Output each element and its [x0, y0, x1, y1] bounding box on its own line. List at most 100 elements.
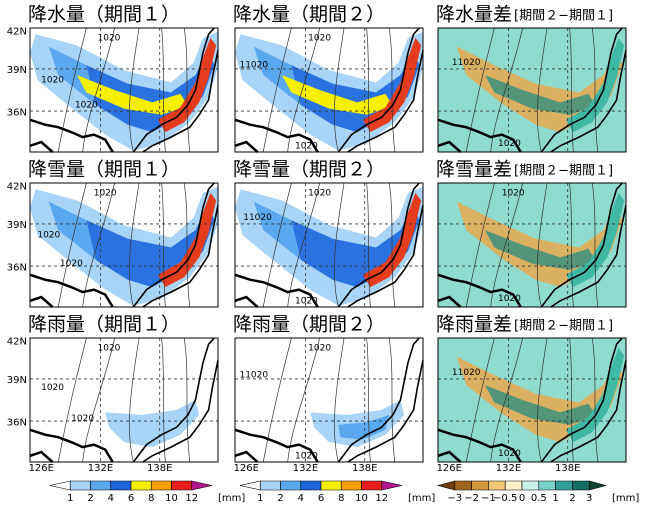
- isobar: [58, 28, 86, 152]
- colorbar-tick-label: 3: [586, 493, 592, 504]
- contour-label: 1020: [295, 141, 318, 151]
- coastline: [235, 430, 318, 462]
- map-frame: [235, 338, 423, 462]
- coastline: [133, 338, 218, 462]
- coastline: [338, 183, 423, 307]
- colorbar-tick-label: 2: [87, 493, 93, 504]
- increase-area: [485, 230, 596, 270]
- contour-label: 1020: [41, 76, 64, 86]
- contour-label: 1020: [60, 259, 83, 269]
- lon-label: 126E: [29, 463, 54, 474]
- colorbar-swatch: [521, 480, 540, 491]
- map-frame: [235, 28, 423, 152]
- isobar: [491, 28, 523, 152]
- isobar: [184, 338, 190, 462]
- contour-label: 1020: [498, 449, 521, 459]
- contour-label: 1020: [502, 188, 525, 198]
- coastline: [541, 183, 626, 307]
- map: [235, 338, 423, 462]
- colorbar-swatch: [538, 480, 556, 491]
- colorbar-swatch: [454, 480, 472, 491]
- isobar: [367, 28, 371, 152]
- colorbar-swatch: [150, 480, 172, 491]
- increase-area: [485, 75, 596, 115]
- panel-title: 降雪量（期間１）: [28, 159, 180, 181]
- isobar: [58, 183, 86, 307]
- isobar: [389, 338, 395, 462]
- lon-label: 132E: [293, 463, 318, 474]
- map: [30, 183, 218, 307]
- colorbar-swatch: [488, 480, 506, 491]
- panel-title: 降雨量（期間２）: [233, 314, 385, 336]
- map-background: [30, 338, 218, 462]
- colorbar-tick-label: 10: [165, 493, 178, 504]
- colorbar-tick-label: 0: [519, 493, 525, 504]
- colorbar-unit: [mm]: [612, 493, 639, 504]
- contour-label: 1020: [308, 343, 331, 353]
- colorbar-unit: [mm]: [218, 493, 245, 504]
- increase-area: [485, 385, 596, 425]
- isobar: [129, 28, 139, 152]
- isobar: [334, 338, 344, 462]
- contour-label: 11020: [243, 213, 272, 223]
- map-background: [235, 338, 423, 462]
- lon-label: 138E: [555, 463, 580, 474]
- coastline: [30, 275, 113, 307]
- colorbar-tick-label: 8: [338, 493, 344, 504]
- colorbar-tick-label: 12: [375, 493, 388, 504]
- colorbar-tick-label: 6: [128, 493, 134, 504]
- isobar: [184, 183, 190, 307]
- coastline: [438, 275, 521, 307]
- contour-label: 1020: [37, 231, 60, 241]
- lat-label: 42N: [7, 27, 27, 38]
- map-frame: [235, 183, 423, 307]
- panel-title: 降水量（期間１）: [28, 4, 180, 26]
- precip-area: [77, 75, 188, 115]
- isobar: [592, 338, 598, 462]
- colorbar-swatch: [504, 480, 523, 491]
- lon-label: 132E: [88, 463, 113, 474]
- isobar: [288, 183, 320, 307]
- contour-label: 1020: [295, 296, 318, 306]
- colorbar-swatch: [110, 480, 132, 491]
- isobar: [162, 183, 166, 307]
- isobar: [162, 338, 166, 462]
- isobar: [129, 338, 139, 462]
- isobar: [466, 338, 494, 462]
- map: [30, 338, 218, 462]
- colorbar-tick-label: 6: [318, 493, 324, 504]
- panel-title: 降雨量差: [436, 314, 512, 336]
- coastline: [30, 430, 113, 462]
- lat-label: 36N: [7, 417, 27, 428]
- contour-label: 11020: [452, 368, 481, 378]
- isobar: [570, 183, 574, 307]
- lat-label: 42N: [7, 337, 27, 348]
- colorbar-swatch: [191, 480, 213, 491]
- isobar: [184, 28, 190, 152]
- contour-label: 1020: [98, 33, 121, 43]
- contour-label: 1020: [98, 343, 121, 353]
- lon-label: 132E: [496, 463, 521, 474]
- colorbar-tick-label: 4: [298, 493, 304, 504]
- colorbar-swatch: [588, 480, 608, 491]
- coastline: [235, 120, 318, 152]
- coastline: [338, 338, 423, 462]
- coastline: [133, 183, 218, 307]
- coastline: [133, 28, 218, 152]
- lat-label: 36N: [7, 262, 27, 273]
- panel-title: 降雪量差: [436, 159, 512, 181]
- lon-label: 138E: [352, 463, 377, 474]
- coastline: [30, 120, 113, 152]
- isobar: [58, 338, 86, 462]
- colorbar-swatch: [171, 480, 193, 491]
- colorbar-swatch: [259, 480, 281, 491]
- map-frame: [438, 183, 626, 307]
- contour-label: 1020: [498, 294, 521, 304]
- lon-label: 126E: [437, 463, 462, 474]
- lat-label: 39N: [7, 220, 27, 231]
- isobar: [537, 28, 547, 152]
- map: [438, 28, 626, 152]
- coastline: [541, 28, 626, 152]
- isobar: [263, 183, 291, 307]
